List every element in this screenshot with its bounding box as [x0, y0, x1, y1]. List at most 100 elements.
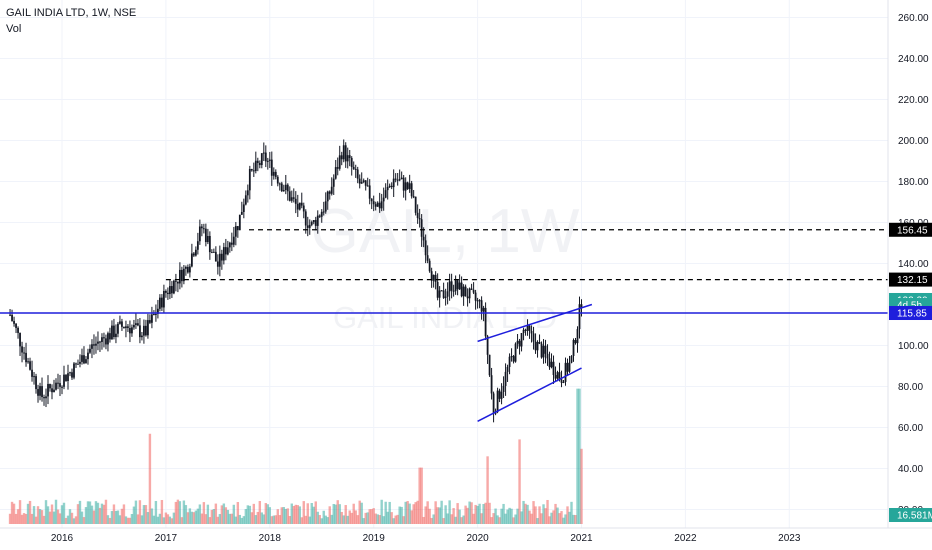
- volume-bar: [358, 500, 361, 524]
- volume-bar: [18, 500, 22, 524]
- volume-bar: [564, 514, 567, 524]
- candle-body: [376, 202, 379, 207]
- candle-body: [248, 168, 251, 191]
- candle-body: [572, 340, 575, 357]
- candle-body: [356, 169, 359, 179]
- volume-bar: [42, 515, 46, 524]
- volume-bar: [34, 516, 38, 524]
- volume-bar: [108, 517, 112, 524]
- candle-body: [25, 352, 27, 363]
- candle-body: [178, 269, 181, 284]
- candle-body: [294, 198, 297, 204]
- candle-body: [324, 201, 327, 212]
- candle-body: [21, 346, 23, 353]
- volume-bar: [420, 467, 423, 524]
- volume-bar: [560, 511, 563, 524]
- candle-body: [15, 323, 17, 328]
- volume-bar: [462, 515, 465, 524]
- volume-bar: [344, 505, 347, 524]
- volume-bar: [412, 504, 415, 524]
- candle-body: [270, 159, 273, 176]
- candle-body: [184, 266, 187, 269]
- candle-body: [123, 326, 125, 329]
- channel-upper-line[interactable]: [477, 303, 593, 343]
- candle-body: [328, 191, 331, 194]
- candle-body: [19, 332, 21, 347]
- volume-bar: [168, 516, 172, 524]
- candle-body: [556, 372, 559, 379]
- volume-bar: [512, 517, 515, 524]
- volume-bar: [324, 515, 327, 524]
- candle-body: [33, 376, 35, 378]
- candle-body: [318, 215, 321, 217]
- volume-bar: [578, 388, 581, 524]
- candle-body: [496, 390, 499, 413]
- volume-bar: [488, 502, 491, 524]
- candle-body: [546, 353, 549, 359]
- candle-body: [554, 375, 557, 379]
- candle-body: [474, 292, 477, 301]
- candle-body: [192, 253, 195, 256]
- candle-body: [490, 375, 493, 394]
- volume-bar: [328, 506, 331, 524]
- volume-bar: [86, 501, 90, 524]
- volume-bar: [82, 517, 86, 524]
- candle-body: [580, 304, 583, 309]
- volume-bar: [214, 503, 218, 524]
- candle-body: [75, 363, 77, 365]
- candle-body: [440, 290, 443, 292]
- candle-body: [234, 226, 237, 237]
- y-tick-label: 80.00: [898, 382, 923, 393]
- volume-bar: [74, 516, 78, 524]
- y-tick-label: 100.00: [898, 341, 929, 352]
- volume-bar: [370, 509, 373, 524]
- candle-body: [168, 286, 171, 295]
- candle-body: [216, 261, 219, 267]
- candle-body: [117, 323, 119, 334]
- volume-bar: [400, 506, 403, 524]
- volume-bar: [76, 504, 80, 524]
- volume-bar: [342, 515, 345, 524]
- volume-bar: [204, 514, 208, 524]
- candle-body: [564, 362, 567, 382]
- volume-bar: [16, 509, 20, 524]
- candle-body: [402, 177, 405, 191]
- volume-bar: [26, 503, 30, 524]
- volume-bar: [490, 517, 493, 524]
- candle-body: [438, 290, 441, 298]
- candle-body: [208, 235, 211, 253]
- volume-bar: [300, 517, 303, 524]
- channel-lower-line[interactable]: [477, 367, 582, 423]
- candle-body: [312, 220, 315, 223]
- candle-body: [99, 341, 101, 343]
- candle-body: [308, 224, 311, 228]
- volume-indicator-label[interactable]: Vol: [6, 23, 22, 35]
- x-tick-label: 2019: [363, 533, 386, 544]
- volume-bar: [236, 502, 240, 524]
- volume-bar: [518, 439, 521, 524]
- volume-bar: [340, 511, 343, 524]
- candle-body: [434, 274, 437, 282]
- candle-body: [536, 342, 539, 351]
- volume-bar: [568, 511, 571, 524]
- candle-body: [73, 363, 75, 378]
- volume-bar: [166, 514, 170, 524]
- candle-body: [109, 333, 111, 340]
- volume-bar: [464, 505, 467, 524]
- candle-body: [218, 253, 221, 267]
- candle-body: [526, 325, 529, 331]
- x-tick-label: 2016: [51, 533, 74, 544]
- volume-bar: [388, 501, 391, 524]
- candle-body: [51, 388, 53, 393]
- time-axis[interactable]: 2016 2017 2018 2019 2020 2021 2022 2023: [51, 533, 801, 544]
- candle-body: [240, 211, 243, 215]
- volume-bar: [294, 504, 297, 524]
- volume-bar: [280, 507, 283, 524]
- volume-bar: [242, 516, 246, 524]
- candle-body: [71, 372, 73, 378]
- candle-body: [85, 359, 87, 364]
- candle-body: [43, 397, 45, 399]
- candle-body: [418, 218, 421, 220]
